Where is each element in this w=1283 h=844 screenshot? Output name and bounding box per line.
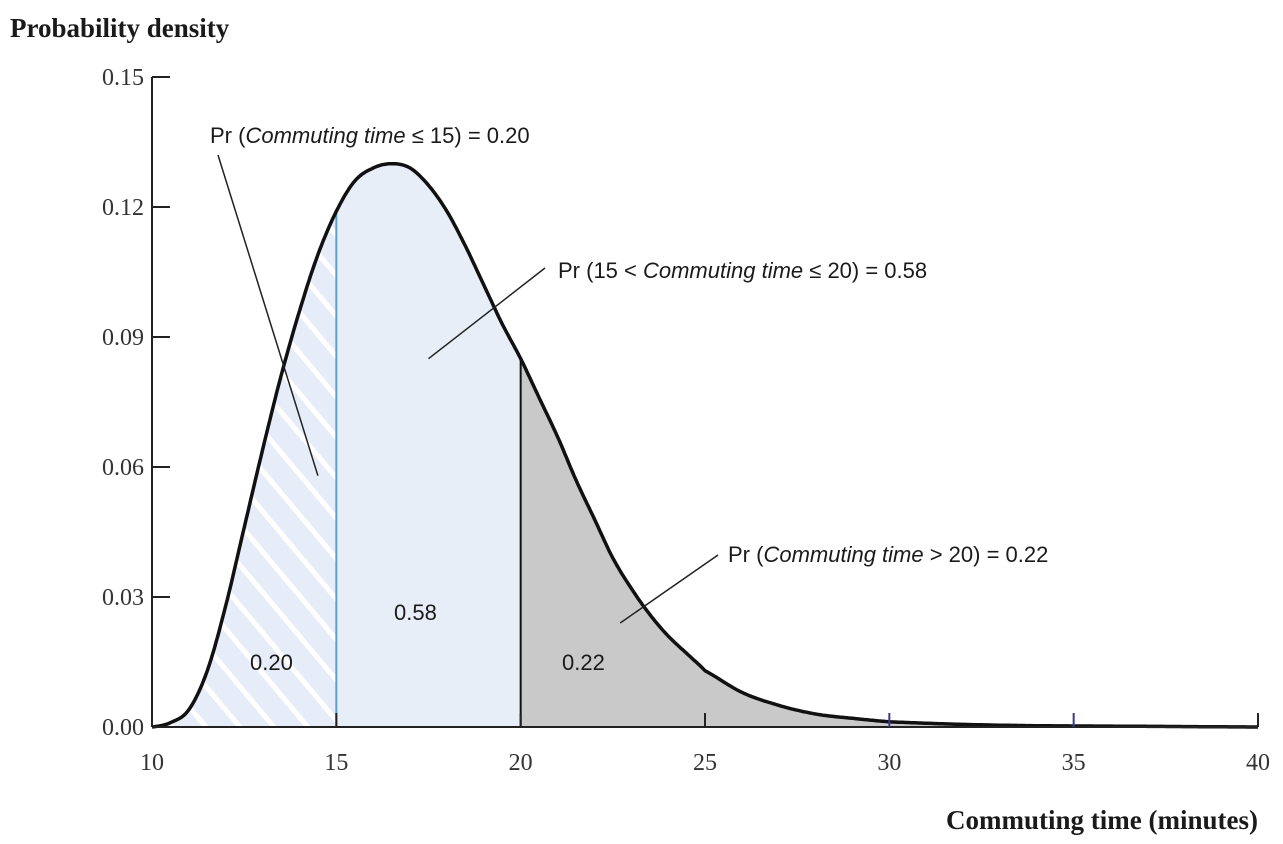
y-tick-label: 0.03 — [102, 585, 144, 611]
annotation-mid: Pr (15 < Commuting time ≤ 20) = 0.58 — [558, 258, 927, 283]
leader-high — [619, 554, 719, 624]
y-tick-label: 0.15 — [102, 65, 144, 91]
x-tick-label: 10 — [140, 750, 164, 776]
annotation-mid-pre: Pr (15 < — [558, 258, 643, 283]
annotation-low-italic: Commuting time — [245, 123, 405, 148]
y-tick-label: 0.09 — [102, 325, 144, 351]
annotation-high-italic: Commuting time — [763, 542, 923, 567]
y-tick-label: 0.06 — [102, 455, 144, 481]
ticks: 0.00 0.03 0.06 0.09 0.12 0.15 10 15 20 25 30 35 40 — [102, 65, 1270, 776]
region-label-low: 0.20 — [250, 650, 293, 675]
region-label-high: 0.22 — [562, 650, 605, 675]
region-mid-area — [336, 163, 521, 727]
y-tick-label: 0.12 — [102, 195, 144, 221]
x-tick-label: 35 — [1062, 750, 1086, 776]
x-axis-label: Commuting time (minutes) — [946, 805, 1258, 835]
annotation-high: Pr (Commuting time > 20) = 0.22 — [728, 542, 1048, 567]
leader-mid — [428, 267, 546, 360]
x-tick-label: 20 — [509, 750, 533, 776]
annotation-mid-italic: Commuting time — [643, 258, 803, 283]
region-low-area — [152, 211, 337, 728]
region-label-mid: 0.58 — [394, 600, 437, 625]
x-tick-label: 30 — [877, 750, 901, 776]
y-tick-label: 0.00 — [102, 715, 144, 741]
shaded-regions — [152, 163, 1258, 728]
x-tick-label: 40 — [1246, 750, 1270, 776]
annotation-leaders — [217, 154, 719, 624]
x-tick-label: 25 — [693, 750, 717, 776]
x-tick-label: 15 — [324, 750, 348, 776]
y-axis-label: Probability density — [10, 13, 230, 43]
annotation-high-pre: Pr ( — [728, 542, 764, 567]
annotation-low-post: ≤ 15) = 0.20 — [406, 123, 530, 148]
region-high-area — [520, 358, 1258, 727]
annotation-low: Pr (Commuting time ≤ 15) = 0.20 — [210, 123, 530, 148]
leader-low — [217, 154, 319, 476]
annotation-low-pre: Pr ( — [210, 123, 246, 148]
annotation-mid-post: ≤ 20) = 0.58 — [803, 258, 927, 283]
annotation-high-post: > 20) = 0.22 — [924, 542, 1049, 567]
